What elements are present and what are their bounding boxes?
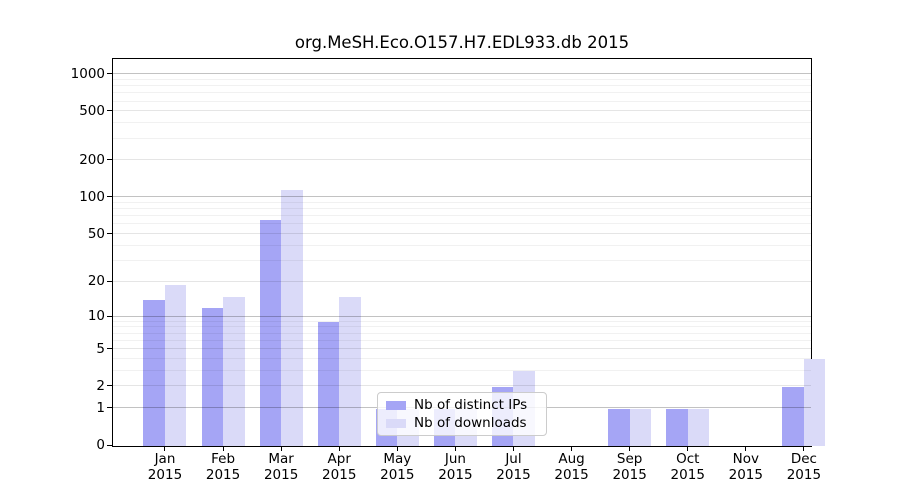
y-tick-label-200: 200	[79, 151, 105, 168]
x-tick-label-mar: Mar 2015	[263, 451, 299, 483]
y-tick-label-100: 100	[79, 188, 105, 205]
gridline-3	[113, 369, 811, 371]
gridline-7	[113, 332, 811, 334]
bar-distinct-ips-dec	[782, 386, 804, 446]
chart-title: org.MeSH.Eco.O157.H7.EDL933.db 2015	[294, 33, 630, 52]
gridline-30	[113, 259, 811, 261]
y-tick-mark-20	[107, 280, 112, 282]
x-tick-label-nov: Nov 2015	[728, 451, 763, 483]
gridline-90	[113, 201, 811, 203]
y-tick-mark-2	[107, 385, 112, 387]
y-tick-mark-100	[107, 196, 112, 198]
x-tick-mark-dec	[803, 446, 805, 451]
legend: Nb of distinct IPs Nb of downloads	[377, 392, 547, 436]
y-tick-label-50: 50	[87, 225, 105, 242]
legend-label-distinct-ips: Nb of distinct IPs	[414, 397, 528, 413]
legend-swatch-distinct-ips-icon	[386, 400, 406, 410]
x-tick-mark-oct	[687, 446, 689, 451]
x-tick-mark-jun	[454, 446, 456, 451]
y-tick-label-0: 0	[96, 437, 105, 453]
x-tick-label-jan: Jan 2015	[147, 451, 183, 483]
gridline-500	[113, 110, 811, 112]
x-tick-mark-sep	[629, 446, 631, 451]
bar-distinct-ips-mar	[259, 219, 282, 446]
gridline-60	[113, 223, 811, 225]
x-tick-label-may: May 2015	[380, 451, 415, 483]
gridline-70	[113, 215, 811, 217]
gridline-5	[113, 348, 811, 350]
legend-item-distinct-ips: Nb of distinct IPs	[386, 397, 538, 413]
gridline-8	[113, 326, 811, 328]
x-tick-mark-jul	[512, 446, 514, 451]
bar-downloads-mar	[281, 189, 303, 446]
gridline-1000	[113, 73, 811, 75]
bar-distinct-ips-apr	[317, 322, 340, 446]
bar-distinct-ips-jan	[143, 300, 165, 446]
y-tick-mark-1000	[107, 73, 112, 75]
y-tick-mark-500	[107, 110, 112, 112]
gridline-20	[113, 280, 811, 282]
y-tick-mark-10	[107, 315, 112, 317]
x-tick-label-aug: Aug 2015	[554, 451, 589, 483]
gridline-200	[113, 159, 811, 161]
y-tick-label-1000: 1000	[70, 65, 105, 82]
gridline-50	[113, 233, 811, 235]
x-tick-mark-may	[396, 446, 398, 451]
bar-downloads-apr	[339, 296, 361, 446]
x-tick-label-jul: Jul 2015	[496, 451, 531, 483]
x-tick-mark-jan	[164, 446, 166, 451]
y-tick-label-500: 500	[79, 102, 105, 119]
gridline-400	[113, 122, 811, 124]
y-tick-mark-50	[107, 233, 112, 235]
gridline-700	[113, 92, 811, 94]
x-tick-mark-mar	[280, 446, 282, 451]
legend-item-downloads: Nb of downloads	[386, 415, 538, 431]
bar-downloads-dec	[803, 359, 826, 446]
legend-label-downloads: Nb of downloads	[414, 415, 527, 431]
y-tick-label-2: 2	[96, 377, 105, 394]
x-tick-label-jun: Jun 2015	[438, 451, 473, 483]
x-tick-label-oct: Oct 2015	[670, 451, 705, 483]
gridline-2	[113, 385, 811, 387]
bar-downloads-feb	[223, 296, 245, 446]
bar-downloads-oct	[687, 408, 710, 446]
gridline-4	[113, 357, 811, 359]
gridline-10	[113, 315, 811, 317]
gridline-40	[113, 244, 811, 246]
legend-swatch-downloads-icon	[386, 418, 406, 428]
bar-distinct-ips-feb	[201, 308, 224, 446]
x-tick-mark-nov	[745, 446, 747, 451]
gridline-800	[113, 85, 811, 87]
x-tick-label-dec: Dec 2015	[786, 451, 822, 483]
plot-area	[112, 58, 826, 447]
bar-distinct-ips-sep	[608, 408, 630, 446]
y-tick-label-5: 5	[96, 340, 105, 357]
y-tick-label-10: 10	[87, 308, 105, 325]
x-tick-mark-feb	[222, 446, 224, 451]
bar-downloads-jan	[164, 284, 187, 446]
bar-downloads-sep	[629, 408, 652, 446]
y-tick-mark-5	[107, 348, 112, 350]
y-tick-mark-200	[107, 159, 112, 161]
grid-layer	[113, 59, 811, 446]
gridline-300	[113, 137, 811, 139]
bar-distinct-ips-oct	[666, 408, 688, 446]
x-tick-label-apr: Apr 2015	[322, 451, 357, 483]
gridline-6	[113, 339, 811, 341]
gridline-9	[113, 320, 811, 322]
y-tick-mark-0	[107, 444, 112, 446]
gridline-100	[113, 196, 811, 198]
gridline-900	[113, 78, 811, 80]
gridline-600	[113, 100, 811, 102]
x-tick-label-feb: Feb 2015	[205, 451, 241, 483]
y-tick-mark-1	[107, 407, 112, 409]
x-tick-mark-aug	[571, 446, 573, 451]
gridline-80	[113, 208, 811, 210]
x-tick-label-sep: Sep 2015	[612, 451, 647, 483]
x-tick-mark-apr	[338, 446, 340, 451]
y-tick-label-1: 1	[96, 399, 105, 416]
y-tick-label-20: 20	[87, 273, 105, 290]
